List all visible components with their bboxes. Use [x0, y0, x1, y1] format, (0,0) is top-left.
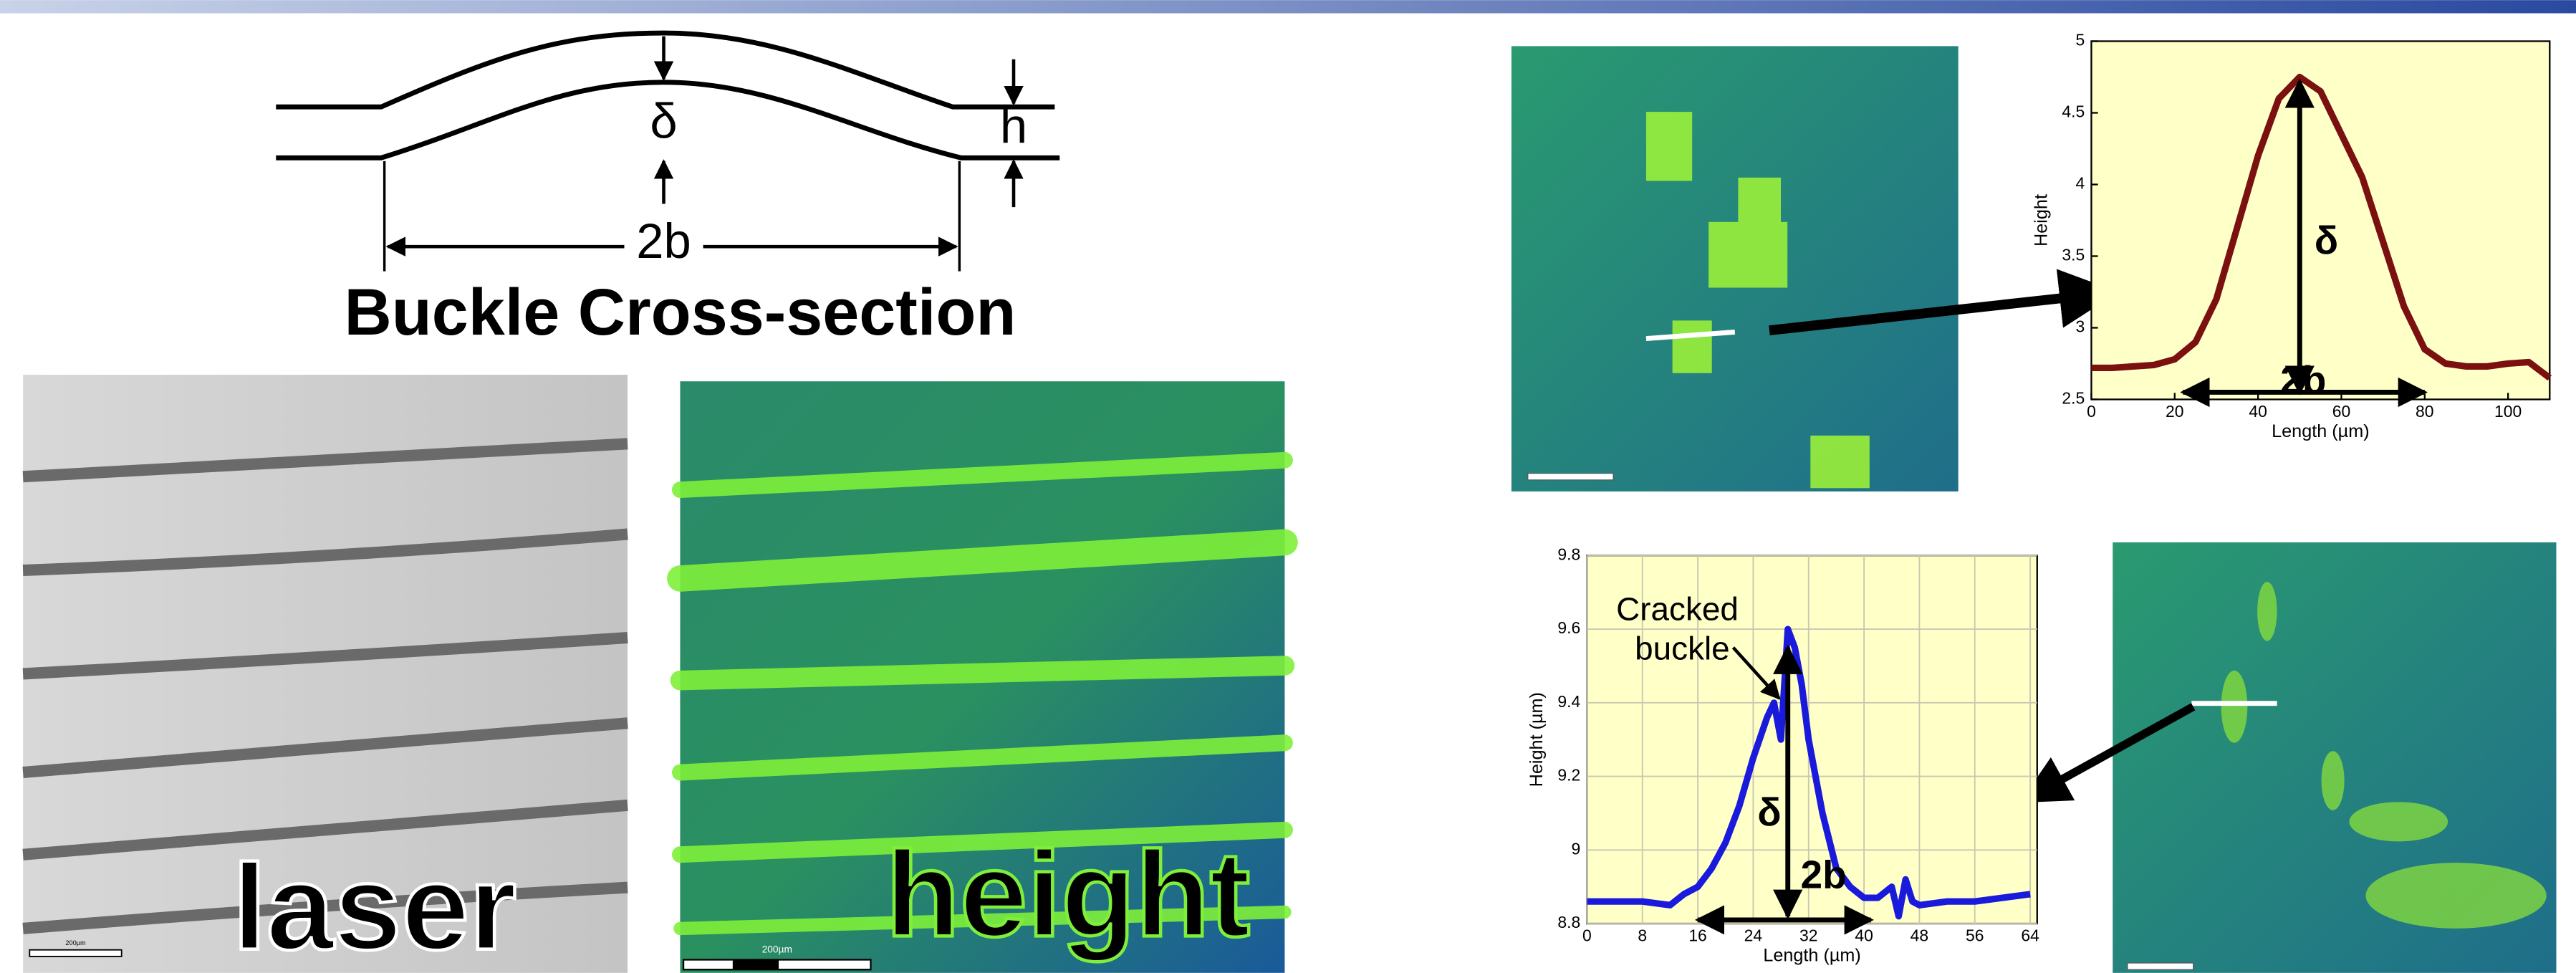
delta-label: δ: [650, 94, 677, 149]
y-tick-label: 3: [2076, 317, 2085, 336]
x-tick-label: 56: [1966, 926, 1984, 944]
x-tick-label: 64: [2021, 926, 2039, 944]
x-axis-label: Length (µm): [2272, 421, 2369, 441]
width-label: 2b: [636, 214, 691, 269]
x-tick-label: 40: [1855, 926, 1873, 944]
annotation: 2b: [1801, 852, 1847, 896]
image-label: laser: [233, 839, 516, 973]
image-label: height: [885, 825, 1250, 962]
h-label: h: [1000, 99, 1027, 154]
y-axis-label: Height (µm): [1527, 692, 1547, 787]
y-tick-label: 9.6: [1557, 618, 1580, 637]
x-tick-label: 8: [1638, 926, 1647, 944]
x-tick-label: 100: [2494, 402, 2522, 421]
x-tick-label: 0: [1582, 926, 1592, 944]
y-tick-label: 5: [2076, 31, 2085, 49]
y-tick-label: 3.5: [2062, 246, 2085, 264]
x-tick-label: 24: [1744, 926, 1763, 944]
x-tick-label: 80: [2416, 402, 2434, 421]
slide: δ h 2b Buckle Cross-section 200µm laser …: [0, 0, 2576, 973]
x-tick-label: 16: [1688, 926, 1707, 944]
y-tick-label: 4.5: [2062, 102, 2085, 121]
x-tick-label: 48: [1911, 926, 1929, 944]
top-band: [0, 0, 2576, 13]
y-tick-label: 4: [2076, 174, 2085, 193]
annotation: δ: [1757, 790, 1781, 834]
y-tick-label: 9.2: [1557, 766, 1580, 785]
scale-label: 200µm: [762, 944, 792, 954]
afm-image: [2113, 542, 2556, 973]
annotation: δ: [2315, 218, 2338, 262]
scale-label: 200µm: [65, 939, 86, 946]
y-tick-label: 9.4: [1557, 692, 1580, 711]
diagram-title: Buckle Cross-section: [345, 276, 1017, 349]
y-tick-label: 9: [1571, 839, 1580, 858]
afm-image: [1512, 46, 1959, 492]
x-tick-label: 0: [2087, 402, 2096, 421]
x-tick-label: 32: [1799, 926, 1818, 944]
x-tick-label: 60: [2332, 402, 2351, 421]
y-tick-label: 8.8: [1557, 913, 1580, 931]
y-tick-label: 9.8: [1557, 545, 1580, 563]
x-tick-label: 20: [2166, 402, 2184, 421]
y-tick-label: 2.5: [2062, 389, 2085, 408]
x-axis-label: Length (µm): [1763, 946, 1860, 966]
x-tick-label: 40: [2249, 402, 2267, 421]
annotation: 2b: [2280, 358, 2326, 402]
y-axis-label: Height: [2031, 194, 2051, 246]
